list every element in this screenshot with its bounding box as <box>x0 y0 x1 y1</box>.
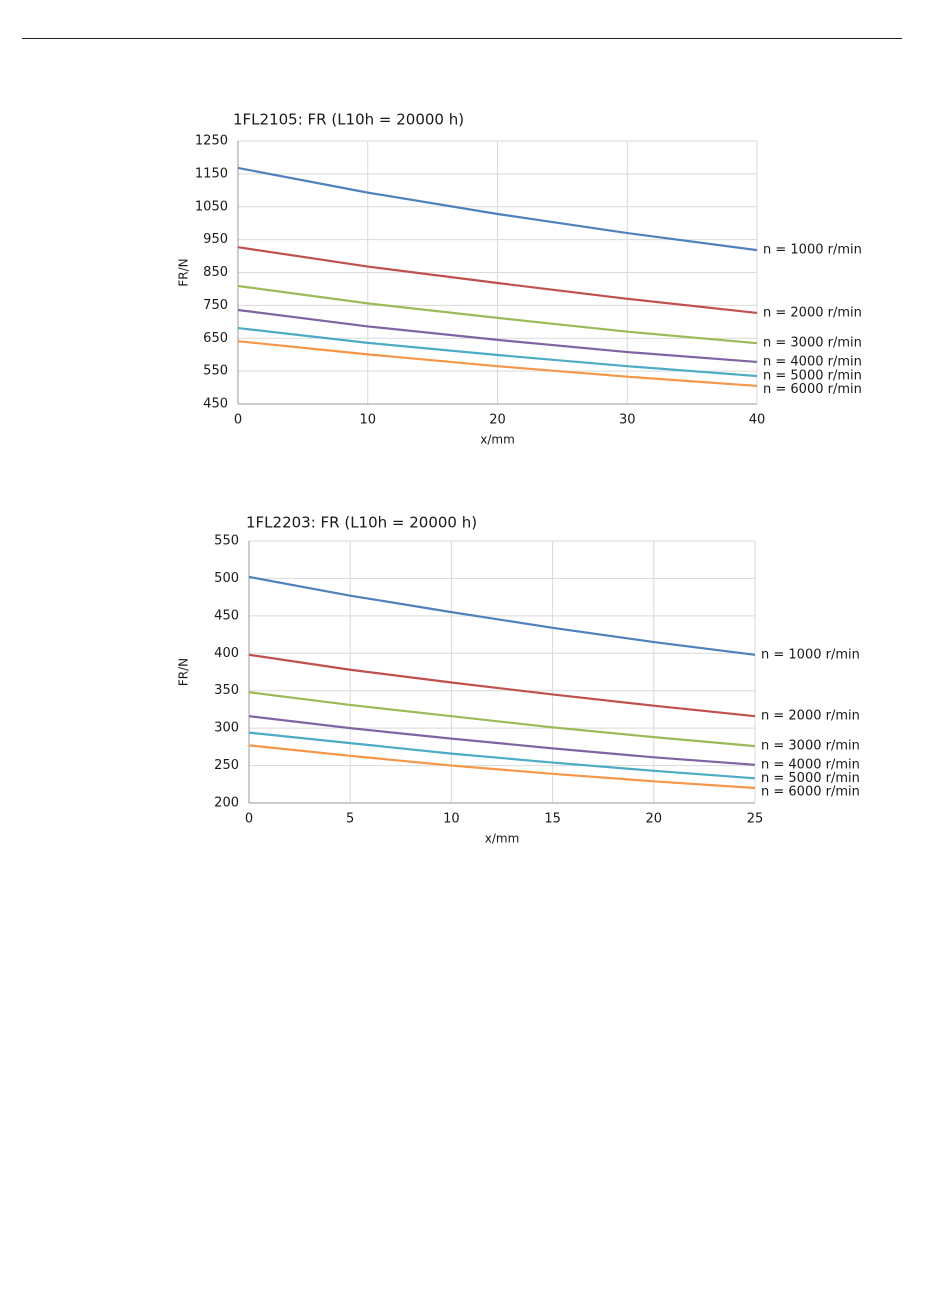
series-label: n = 2000 r/min <box>763 305 862 320</box>
y-tick-label: 250 <box>214 758 239 773</box>
y-axis-label: FR/N <box>177 658 191 686</box>
y-tick-label: 650 <box>203 331 228 346</box>
series-label: n = 1000 r/min <box>761 647 860 662</box>
series-line <box>248 691 756 748</box>
y-tick-label: 850 <box>203 265 228 280</box>
series-label: n = 3000 r/min <box>761 739 860 754</box>
series-line <box>248 715 756 766</box>
y-tick-label: 450 <box>214 608 239 623</box>
y-tick-label: 300 <box>214 721 239 736</box>
series-line <box>237 308 758 364</box>
series-line <box>237 166 758 252</box>
x-axis-label: x/mm <box>480 433 515 447</box>
y-axis-label: FR/N <box>177 258 191 286</box>
series-label: n = 5000 r/min <box>761 771 860 786</box>
series-line <box>248 575 756 656</box>
series-label: n = 5000 r/min <box>763 369 862 384</box>
y-tick-label: 1250 <box>195 134 228 149</box>
series-line <box>237 340 758 388</box>
y-tick-label: 750 <box>203 298 228 313</box>
y-tick-label: 1150 <box>195 166 228 181</box>
series-label: n = 3000 r/min <box>763 336 862 351</box>
y-tick-label: 450 <box>203 397 228 412</box>
series-line <box>237 246 758 315</box>
y-tick-label: 950 <box>203 232 228 247</box>
series-label: n = 6000 r/min <box>763 382 862 397</box>
x-tick-label: 10 <box>359 413 376 428</box>
series-label: n = 4000 r/min <box>763 354 862 369</box>
series-line <box>237 284 758 345</box>
chart-title: 1FL2203: FR (L10h = 20000 h) <box>246 514 477 532</box>
x-tick-label: 20 <box>646 812 663 827</box>
x-tick-label: 0 <box>245 812 253 827</box>
x-tick-label: 15 <box>544 812 561 827</box>
x-tick-label: 30 <box>619 413 636 428</box>
y-tick-label: 550 <box>214 534 239 549</box>
series-line <box>248 731 756 780</box>
y-tick-label: 350 <box>214 683 239 698</box>
y-tick-label: 1050 <box>195 199 228 214</box>
series-line <box>248 744 756 790</box>
series-label: n = 6000 r/min <box>761 784 860 799</box>
y-tick-label: 500 <box>214 571 239 586</box>
x-tick-label: 10 <box>443 812 460 827</box>
x-tick-label: 5 <box>346 812 354 827</box>
x-axis-label: x/mm <box>485 832 520 846</box>
series-line <box>237 326 758 378</box>
chart-title: 1FL2105: FR (L10h = 20000 h) <box>233 111 464 129</box>
y-tick-label: 200 <box>214 796 239 811</box>
x-tick-label: 20 <box>489 413 506 428</box>
x-tick-label: 0 <box>234 413 242 428</box>
series-label: n = 1000 r/min <box>763 243 862 258</box>
series-label: n = 4000 r/min <box>761 757 860 772</box>
series-label: n = 2000 r/min <box>761 709 860 724</box>
y-tick-label: 550 <box>203 364 228 379</box>
x-tick-label: 25 <box>747 812 764 827</box>
x-tick-label: 40 <box>749 413 766 428</box>
series-line <box>248 653 756 718</box>
y-tick-label: 400 <box>214 646 239 661</box>
